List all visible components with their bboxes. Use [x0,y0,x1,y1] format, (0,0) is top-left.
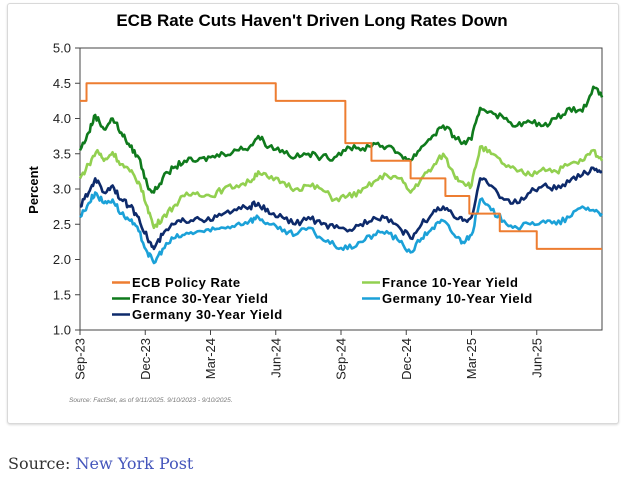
y-tick-label: 1.0 [53,323,71,338]
x-tick-label: Sep-23 [73,338,88,380]
legend-label: France 10-Year Yield [382,275,518,290]
y-tick-label: 3.0 [53,182,71,197]
source-prefix: Source: [8,454,71,473]
x-tick-label: Jun-24 [268,338,283,378]
chart-title: ECB Rate Cuts Haven't Driven Long Rates … [116,11,508,30]
legend: ECB Policy Rate France 10-Year Yield Franc… [112,275,533,322]
y-tick-label: 2.5 [53,217,71,232]
series-layer [78,82,604,265]
x-tick-label: Dec-23 [138,338,153,380]
legend-label: ECB Policy Rate [132,275,241,290]
x-tick-label: Sep-24 [334,338,349,380]
y-tick-label: 4.5 [53,76,71,91]
x-tick-label: Mar-25 [464,338,479,379]
y-tick-label: 2.0 [53,252,71,267]
y-tick-label: 5.0 [53,41,71,56]
legend-label: Germany 10-Year Yield [382,291,533,306]
y-axis: 1.0 1.5 2.0 2.5 3.0 3.5 4.0 4.5 5.0 [53,41,80,338]
x-tick-label: Jun-25 [529,338,544,378]
series-ecb-policy-rate [80,82,602,250]
x-axis: Sep-23 Dec-23 Mar-24 Jun-24 Sep-24 Dec-24 Mar-… [73,330,544,380]
legend-label: France 30-Year Yield [132,291,268,306]
y-axis-label: Percent [26,165,41,213]
y-tick-label: 3.5 [53,146,71,161]
x-tick-label: Mar-24 [203,338,218,379]
chart-note: Source: FactSet, as of 9/11/2025. 9/10/2… [69,397,233,404]
series-france-30-year-yield [78,85,604,194]
y-tick-label: 1.5 [53,287,71,302]
series-germany-10-year-yield [79,191,603,265]
source-link[interactable]: New York Post [75,454,194,473]
legend-label: Germany 30-Year Yield [132,307,283,322]
x-tick-label: Dec-24 [399,338,414,380]
series-germany-30-year-yield [79,166,603,251]
chart-card [7,3,619,424]
series-france-10-year-yield [78,145,604,230]
y-tick-label: 4.0 [53,111,71,126]
footer-source: Source: New York Post [8,454,193,473]
